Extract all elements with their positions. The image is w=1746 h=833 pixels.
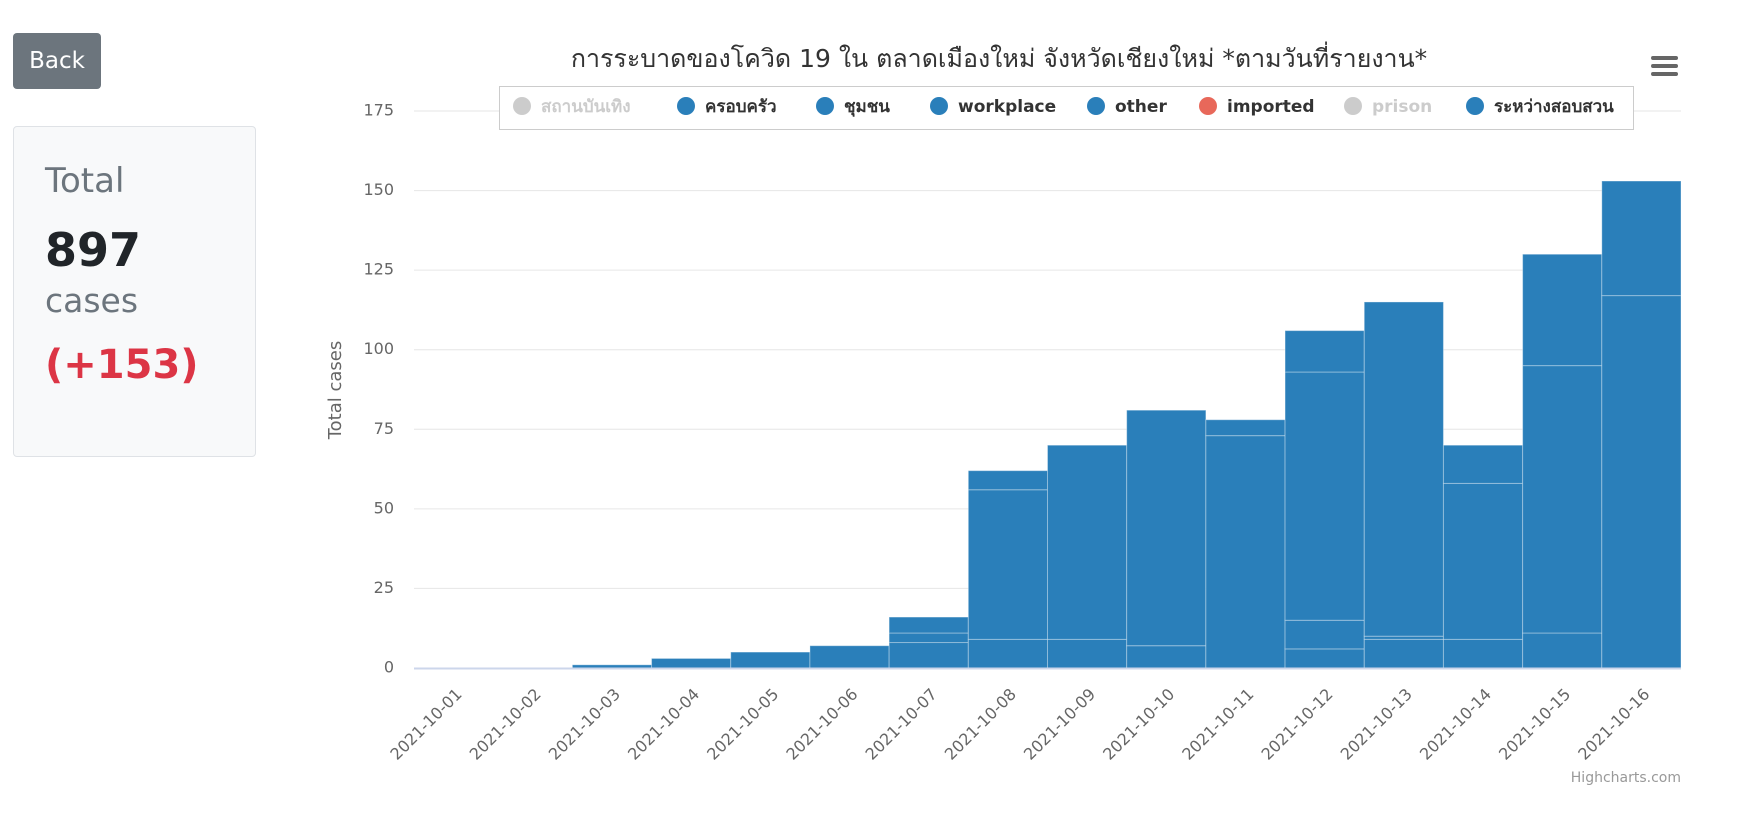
menu-bar (1651, 56, 1678, 60)
x-tick-label: 2021-10-06 (782, 685, 861, 764)
legend-label: ครอบครัว (705, 97, 777, 117)
bar-segment (888, 632, 969, 644)
legend-marker (816, 97, 834, 115)
summary-title: Total (45, 161, 125, 201)
bar-segment (967, 489, 1048, 640)
bar-segment (1363, 301, 1444, 637)
y-tick-label: 50 (374, 498, 394, 517)
summary-unit: cases (45, 281, 139, 320)
bar-segment (1601, 180, 1682, 297)
x-tick-label: 2021-10-11 (1178, 685, 1257, 764)
legend-item[interactable]: other (1087, 97, 1167, 117)
bar-segment (1522, 365, 1603, 634)
legend-label: imported (1227, 97, 1315, 117)
summary-count: 897 (45, 223, 142, 277)
legend-item[interactable]: imported (1199, 97, 1315, 117)
y-tick-label: 25 (374, 578, 394, 597)
summary-change: (+153) (45, 342, 199, 388)
x-tick-label: 2021-10-09 (1020, 685, 1099, 764)
bars (571, 180, 1682, 669)
legend-item[interactable]: ระหว่างสอบสวน (1466, 97, 1614, 117)
y-axis-label: Total cases (325, 341, 346, 441)
y-tick-label: 150 (363, 180, 394, 199)
bar-segment (809, 645, 890, 669)
legend-label: ชุมชน (844, 97, 890, 117)
legend-label: prison (1372, 97, 1432, 117)
summary-card: Total 897 cases (+153) (13, 126, 256, 457)
y-tick-label: 175 (363, 101, 394, 120)
bar-segment (888, 642, 969, 669)
bar-segment (1205, 419, 1286, 437)
legend-item[interactable]: ครอบครัว (677, 97, 777, 117)
bar-segment (730, 651, 811, 669)
bar-segment (1442, 638, 1524, 669)
legend-item[interactable]: prison (1344, 97, 1432, 117)
bar-segment (1284, 371, 1365, 621)
bar-segment (1442, 482, 1524, 640)
bar-segment (1205, 435, 1286, 669)
x-tick-label: 2021-10-14 (1416, 685, 1495, 764)
bar-segment (1522, 632, 1603, 669)
legend-marker (513, 97, 531, 115)
x-tick-label: 2021-10-10 (1099, 685, 1178, 764)
menu-bar (1651, 72, 1678, 76)
x-tick-label: 2021-10-04 (624, 685, 703, 764)
bar-segment (967, 470, 1048, 491)
legend-label: ระหว่างสอบสวน (1494, 97, 1614, 117)
legend-marker (930, 97, 948, 115)
credits[interactable]: Highcharts.com (1571, 770, 1681, 786)
chart-title: การระบาดของโควิด 19 ใน ตลาดเมืองใหม่ จัง… (571, 41, 1427, 73)
bar-segment (1047, 444, 1128, 640)
legend-marker (1087, 97, 1105, 115)
menu-bar (1651, 64, 1678, 68)
bar-segment (967, 638, 1048, 669)
y-tick-label: 100 (363, 339, 394, 358)
bar-segment (1126, 409, 1207, 647)
legend-marker (1344, 97, 1362, 115)
bar-segment (1601, 295, 1682, 669)
x-tick-label: 2021-10-08 (941, 685, 1020, 764)
x-tick-label: 2021-10-01 (386, 685, 465, 764)
x-tick-label: 2021-10-16 (1574, 685, 1653, 764)
bar-segment (1522, 253, 1603, 367)
legend-box (499, 86, 1634, 130)
legend-label: other (1115, 97, 1167, 117)
bar-segment (888, 616, 969, 634)
bar-segment (1284, 330, 1365, 373)
x-tick-label: 2021-10-12 (1257, 685, 1336, 764)
bar-segment (651, 657, 732, 669)
bar-segment (1363, 638, 1444, 669)
x-tick-label: 2021-10-15 (1495, 685, 1574, 764)
bar-segment (1126, 645, 1207, 669)
bar-segment (1047, 638, 1128, 669)
x-tick-label: 2021-10-02 (466, 685, 545, 764)
legend-marker (677, 97, 695, 115)
legend-label: สถานบันเทิง (541, 97, 631, 117)
bar-segment (1442, 444, 1524, 484)
y-tick-label: 0 (384, 658, 394, 677)
x-tick-label: 2021-10-13 (1337, 685, 1416, 764)
legend-item[interactable]: สถานบันเทิง (513, 97, 631, 117)
legend-item[interactable]: ชุมชน (816, 97, 890, 117)
y-tick-label: 75 (374, 419, 394, 438)
y-tick-label: 125 (363, 260, 394, 279)
menu-icon[interactable] (1651, 56, 1678, 76)
legend-label: workplace (958, 97, 1056, 117)
back-button[interactable]: Back (13, 33, 101, 89)
x-tick-label: 2021-10-05 (703, 685, 782, 764)
x-tick-label: 2021-10-07 (862, 685, 941, 764)
bar-segment (1284, 619, 1365, 650)
x-tick-label: 2021-10-03 (545, 685, 624, 764)
legend-marker (1466, 97, 1484, 115)
bar-segment (1284, 648, 1365, 669)
legend-marker (1199, 97, 1217, 115)
legend-item[interactable]: workplace (930, 97, 1056, 117)
